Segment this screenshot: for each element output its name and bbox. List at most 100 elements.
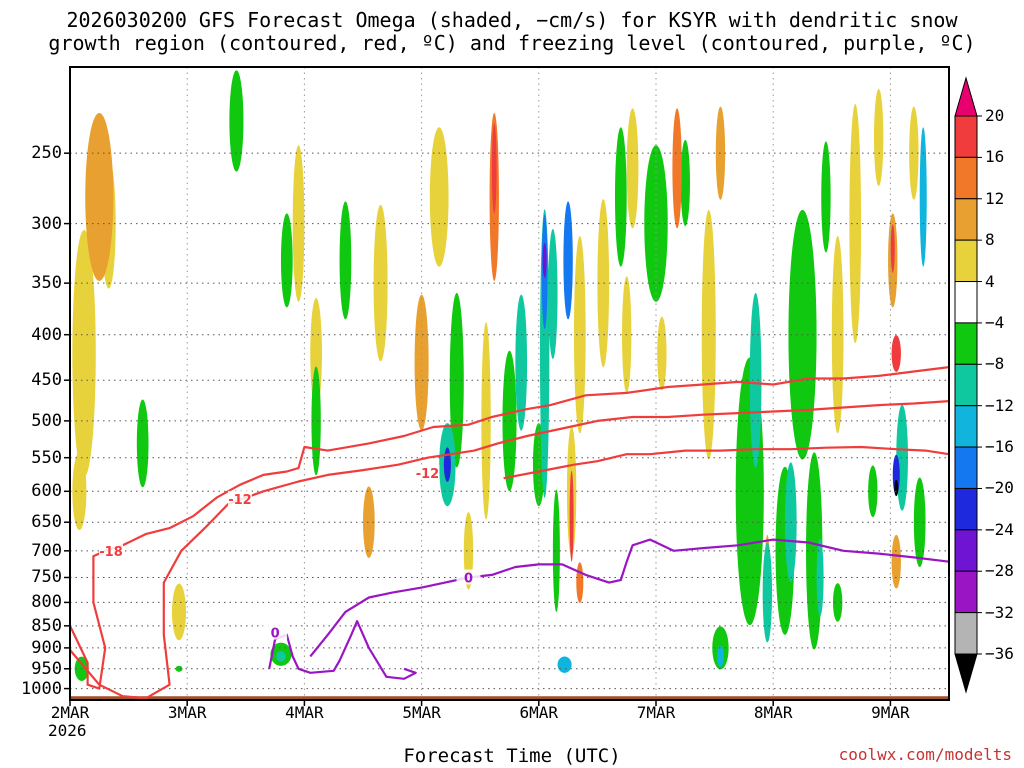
omega-rising-blob (644, 145, 668, 302)
freezing-level-contour-line (268, 620, 417, 680)
chart-title-line1: 2026030200 GFS Forecast Omega (shaded, −… (66, 8, 958, 32)
omega-rising-blob (716, 645, 724, 667)
colorbar-label: 16 (985, 147, 1005, 167)
omega-sinking-blob (171, 583, 187, 641)
freezing-level-contours: 00 (263, 538, 949, 680)
colorbar-label: −16 (985, 437, 1014, 457)
colorbar-min-triangle (954, 653, 978, 694)
x-tick-label: 9MAR (871, 703, 910, 722)
omega-sinking-blob (873, 88, 884, 186)
dgz-contour-label: -12 (228, 493, 252, 508)
omega-sinking-blob (292, 145, 305, 302)
omega-sinking-blob (72, 452, 87, 531)
dgz-contour-label-bg (227, 490, 252, 506)
dgz-contour-label-bg (99, 542, 124, 558)
omega-sinking-blob (909, 106, 919, 200)
colorbar (954, 76, 982, 694)
omega-sinking-blob (626, 108, 639, 229)
omega-sinking-blob (597, 199, 610, 368)
freezing-level-contour-label-bg (263, 624, 288, 640)
colorbar-swatch (954, 405, 978, 448)
colorbar-label: −12 (985, 395, 1014, 415)
omega-rising-blob (868, 465, 878, 518)
omega-sinking-blob (429, 127, 449, 267)
x-tick-label: 8MAR (753, 703, 793, 722)
colorbar-label: 8 (985, 230, 995, 250)
y-tick-label: 850 (31, 615, 62, 636)
y-tick-label: 300 (31, 213, 62, 234)
dgz-contour-line (70, 400, 949, 700)
omega-rising-blob (515, 294, 528, 431)
dgz-contour-line (503, 445, 949, 480)
colorbar-label: 12 (985, 188, 1005, 208)
omega-rising-blob (894, 479, 899, 497)
colorbar-swatch (954, 198, 978, 241)
dgz-contours: -18 -12 -12 (70, 366, 949, 700)
colorbar-label: −32 (985, 602, 1014, 622)
omega-rising-blob (821, 141, 831, 253)
y-tick-label: 450 (31, 370, 62, 391)
omega-rising-blob (276, 651, 286, 662)
y-tick-label: 1000 (21, 678, 62, 699)
omega-sinking-blob (672, 108, 682, 229)
omega-rising-blob (136, 399, 149, 488)
y-tick-label: 600 (31, 481, 62, 502)
omega-rising-blob (443, 447, 451, 482)
omega-sinking-blob (85, 112, 114, 282)
colorbar-swatch (954, 115, 978, 158)
dgz-contour-label-bg (415, 464, 440, 480)
omega-sinking-blob (72, 229, 96, 478)
y-tick-label: 700 (31, 540, 62, 561)
colorbar-swatch (954, 239, 978, 283)
omega-sinking-blob (491, 123, 497, 214)
omega-sinking-blob (363, 486, 375, 558)
x-tick-label: 6MAR (519, 703, 559, 722)
colorbar-max-triangle (954, 76, 978, 117)
omega-sinking-blob (573, 236, 586, 434)
colorbar-swatch (954, 446, 978, 489)
y-tick-label: 400 (31, 324, 62, 345)
dgz-contour-label: -18 (99, 545, 123, 560)
omega-rising-blob (175, 665, 183, 672)
omega-rising-blob (552, 489, 560, 613)
colorbar-label: −28 (985, 561, 1014, 581)
omega-sinking-blob (891, 335, 901, 372)
omega-rising-blob (339, 201, 352, 320)
omega-rising-blob (502, 350, 517, 492)
omega-sinking-blob (481, 322, 491, 520)
freezing-level-contour-label-bg (456, 569, 481, 585)
omega-sinking-blob (373, 204, 388, 362)
omega-rising-blob (280, 213, 293, 308)
colorbar-swatch (954, 487, 978, 531)
plot-frame (69, 66, 950, 701)
omega-rising-blob (913, 477, 926, 567)
y-tick-label: 250 (31, 143, 62, 164)
omega-sinking-blob (576, 562, 584, 603)
omega-rising-blob (229, 70, 244, 172)
x-tick-label: 7MAR (636, 703, 676, 722)
colorbar-swatch (954, 570, 978, 614)
x-tick-label: 3MAR (167, 703, 207, 722)
omega-rising-blob (563, 201, 573, 320)
y-tick-label: 950 (31, 658, 62, 679)
colorbar-swatch (954, 529, 978, 572)
colorbar-label: −8 (985, 354, 1005, 374)
colorbar-label: 4 (985, 271, 995, 291)
omega-rising-blob (762, 542, 773, 643)
freezing-level-contour-line (309, 538, 949, 658)
y-tick-label: 800 (31, 592, 62, 613)
omega-sinking-blob (891, 534, 901, 589)
dgz-contour-label: -12 (416, 467, 440, 482)
colorbar-swatch (954, 156, 978, 200)
colorbar-label: −24 (985, 519, 1014, 539)
x-tick-label: 5MAR (402, 703, 441, 722)
y-tick-label: 750 (31, 567, 62, 588)
omega-rising-blob (680, 139, 690, 226)
x-tick-label: 2MAR (50, 703, 90, 722)
colorbar-label: −36 (985, 644, 1014, 663)
y-tick-label: 500 (31, 410, 62, 431)
x-axis-title: Forecast Time (UTC) (403, 745, 621, 767)
omega-rising-blob (749, 292, 762, 468)
site-credit: coolwx.com/modelts (838, 745, 1012, 764)
x-axis-year: 2026 (48, 721, 87, 740)
